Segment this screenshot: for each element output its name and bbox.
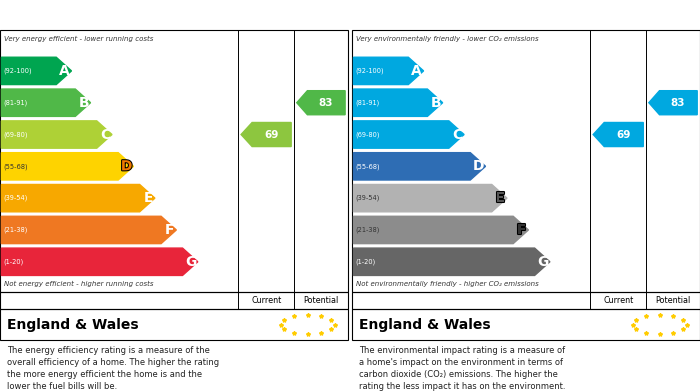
Text: England & Wales: England & Wales [359, 317, 491, 332]
Text: The energy efficiency rating is a measure of the
overall efficiency of a home. T: The energy efficiency rating is a measur… [7, 346, 219, 391]
Polygon shape [1, 152, 134, 180]
Text: Not environmentally friendly - higher CO₂ emissions: Not environmentally friendly - higher CO… [356, 281, 539, 287]
Text: G: G [186, 255, 197, 269]
Text: (92-100): (92-100) [4, 68, 32, 74]
Polygon shape [354, 57, 424, 84]
Text: (55-68): (55-68) [356, 163, 380, 170]
Polygon shape [354, 248, 550, 275]
Text: Energy Efficiency Rating: Energy Efficiency Rating [5, 9, 167, 22]
Text: (21-38): (21-38) [356, 227, 380, 233]
Polygon shape [1, 89, 90, 117]
Text: Potential: Potential [655, 296, 691, 305]
Polygon shape [1, 121, 112, 148]
Text: (92-100): (92-100) [356, 68, 384, 74]
Text: Very energy efficient - lower running costs: Very energy efficient - lower running co… [4, 36, 153, 42]
Polygon shape [1, 248, 198, 275]
Text: 69: 69 [264, 129, 279, 140]
Text: (21-38): (21-38) [4, 227, 28, 233]
Text: G: G [538, 255, 549, 269]
Polygon shape [1, 216, 176, 244]
Polygon shape [1, 57, 71, 84]
Text: D: D [473, 159, 484, 173]
Text: Potential: Potential [303, 296, 339, 305]
Text: (69-80): (69-80) [4, 131, 28, 138]
Polygon shape [354, 152, 486, 180]
Text: England & Wales: England & Wales [7, 317, 139, 332]
Text: E: E [496, 191, 505, 205]
Text: (81-91): (81-91) [356, 99, 380, 106]
Polygon shape [354, 216, 528, 244]
Text: B: B [430, 96, 441, 110]
Polygon shape [241, 122, 291, 147]
Text: A: A [60, 64, 70, 78]
Polygon shape [354, 89, 442, 117]
Text: Current: Current [251, 296, 281, 305]
Text: 69: 69 [616, 129, 631, 140]
Text: (69-80): (69-80) [356, 131, 380, 138]
Text: (81-91): (81-91) [4, 99, 28, 106]
Text: (39-54): (39-54) [356, 195, 380, 201]
Text: Current: Current [603, 296, 634, 305]
Polygon shape [354, 121, 464, 148]
Text: F: F [164, 223, 174, 237]
Polygon shape [297, 91, 345, 115]
Text: 83: 83 [318, 98, 333, 108]
Text: D: D [121, 159, 132, 173]
Text: Very environmentally friendly - lower CO₂ emissions: Very environmentally friendly - lower CO… [356, 36, 539, 42]
Text: 83: 83 [671, 98, 685, 108]
Text: The environmental impact rating is a measure of
a home's impact on the environme: The environmental impact rating is a mea… [359, 346, 566, 391]
Polygon shape [354, 185, 507, 212]
Text: E: E [144, 191, 153, 205]
Polygon shape [593, 122, 643, 147]
Polygon shape [649, 91, 697, 115]
Text: B: B [78, 96, 89, 110]
Text: Environmental Impact (CO₂) Rating: Environmental Impact (CO₂) Rating [357, 9, 589, 22]
Text: (1-20): (1-20) [4, 258, 24, 265]
Text: A: A [412, 64, 422, 78]
Text: (55-68): (55-68) [4, 163, 28, 170]
Polygon shape [1, 185, 155, 212]
Text: (39-54): (39-54) [4, 195, 28, 201]
Text: Not energy efficient - higher running costs: Not energy efficient - higher running co… [4, 281, 154, 287]
Text: (1-20): (1-20) [356, 258, 376, 265]
Text: F: F [517, 223, 526, 237]
Text: C: C [100, 127, 111, 142]
Text: C: C [452, 127, 463, 142]
